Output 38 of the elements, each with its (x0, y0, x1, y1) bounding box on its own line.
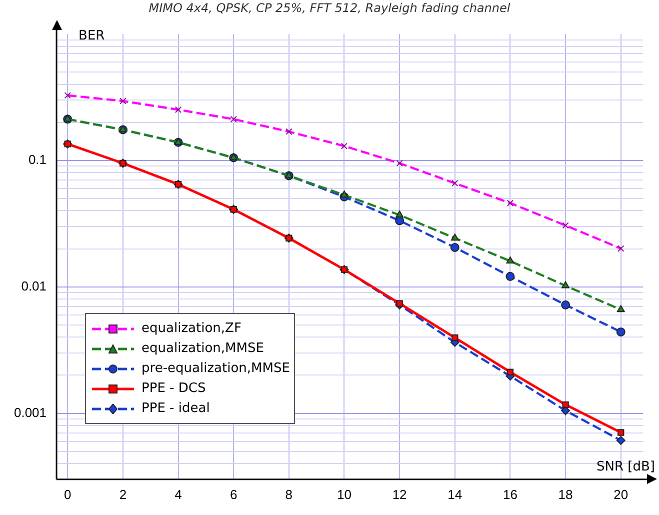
x-tick-label: 10 (337, 486, 352, 502)
y-tick-label: 0.1 (28, 152, 47, 168)
point (452, 334, 458, 342)
x-tick-label: 8 (285, 486, 293, 502)
y-tick-label: 0.01 (21, 278, 47, 294)
point (616, 327, 626, 336)
x-tick-label: 18 (558, 486, 573, 502)
point (340, 190, 348, 198)
x-tick-label: 0 (64, 486, 72, 502)
y-axis-title: BER (78, 28, 105, 44)
point (618, 429, 624, 436)
x-tick-label: 14 (448, 486, 462, 502)
point (616, 305, 625, 312)
x-tick-label: 4 (174, 486, 182, 502)
point (450, 242, 460, 252)
point (562, 401, 569, 408)
point (450, 234, 459, 241)
x-tick-label: 2 (119, 486, 127, 502)
legend-label: PPE - DCS (142, 381, 206, 396)
x-tick-label: 12 (392, 486, 407, 502)
point (506, 272, 515, 281)
point (506, 368, 514, 376)
x-tick-label: 20 (614, 486, 628, 502)
legend-label: equalization,MMSE (142, 341, 264, 356)
point (396, 300, 403, 307)
point (506, 256, 514, 264)
y-tick-label: 0.001 (14, 404, 47, 420)
point (616, 436, 626, 445)
x-tick-label: 16 (502, 486, 518, 502)
x-tick-label: 6 (230, 486, 238, 502)
legend-label: PPE - ideal (142, 401, 210, 416)
chart-title: MIMO 4x4, QPSK, CP 25%, FFT 512, Rayleigh fading channel (148, 0, 512, 16)
point (396, 210, 404, 218)
legend-label: equalization,ZF (142, 321, 242, 336)
point (561, 300, 570, 310)
legend-label: pre-equalization,MMSE (142, 361, 290, 376)
x-axis-title: SNR [dB] (596, 459, 655, 474)
point (562, 281, 570, 288)
